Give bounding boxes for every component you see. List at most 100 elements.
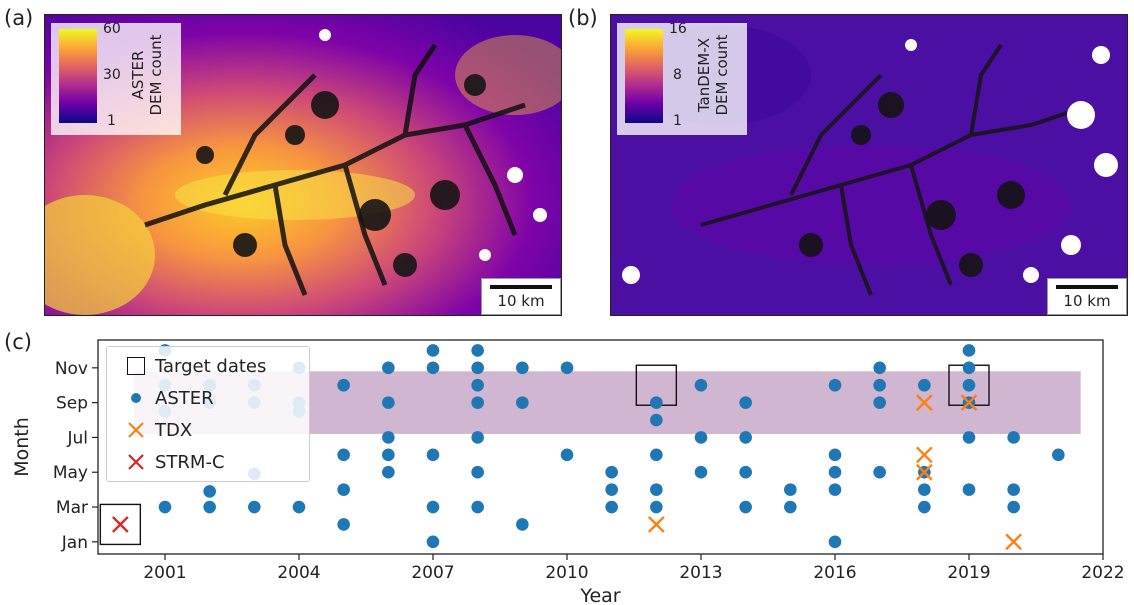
aster-scalebar: 10 km xyxy=(481,278,561,315)
aster-point xyxy=(471,396,484,409)
aster-point xyxy=(203,500,216,514)
aster-point xyxy=(694,378,708,392)
aster-point xyxy=(739,431,752,444)
aster-point xyxy=(426,500,440,514)
aster-point xyxy=(426,361,440,375)
aster-point xyxy=(739,396,752,409)
aster-point xyxy=(784,500,797,514)
aster-colorbar-tick-bottom: 1 xyxy=(107,113,116,129)
aster-point xyxy=(828,465,842,479)
y-tick-label: May xyxy=(53,463,88,483)
aster-point xyxy=(471,378,484,392)
aster-point xyxy=(873,465,886,479)
aster-point xyxy=(962,483,976,496)
aster-point xyxy=(203,485,216,498)
aster-point xyxy=(337,448,350,462)
aster-point xyxy=(962,378,976,392)
aster-point xyxy=(292,500,306,514)
x-tick-label: 2016 xyxy=(813,563,856,583)
aster-point xyxy=(560,361,574,375)
target-date-marker xyxy=(99,503,142,546)
tandemx-colorbar-tick-bottom: 1 xyxy=(673,113,682,129)
aster-point xyxy=(426,448,440,462)
y-tick-label: Nov xyxy=(55,359,88,379)
x-tick-label: 2013 xyxy=(679,563,722,583)
x-axis-label: Year xyxy=(579,585,620,605)
panel-a-label: (a) xyxy=(4,6,34,30)
aster-point xyxy=(873,378,886,392)
srtm-point xyxy=(111,516,129,533)
aster-point xyxy=(337,518,350,531)
cross-icon xyxy=(117,415,155,445)
tdx-point xyxy=(915,394,933,411)
aster-colorbar-tick-top: 60 xyxy=(103,21,121,37)
aster-point xyxy=(828,483,842,496)
aster-point xyxy=(828,448,842,462)
aster-point xyxy=(382,448,395,462)
tdx-point xyxy=(915,446,933,464)
aster-point xyxy=(382,431,395,444)
legend-item-tdx: TDX xyxy=(117,415,192,445)
aster-point xyxy=(516,396,529,409)
aster-point xyxy=(918,500,931,514)
tdx-point xyxy=(647,516,665,533)
square-icon xyxy=(117,351,155,381)
aster-point xyxy=(784,483,797,496)
plot-frame xyxy=(97,339,1104,555)
cross-icon xyxy=(117,447,155,477)
aster-point xyxy=(1007,431,1020,444)
aster-point xyxy=(248,500,261,514)
tandemx-colorbar-tick-mid: 8 xyxy=(673,67,682,83)
y-tick-label: Sep xyxy=(56,394,88,414)
aster-point xyxy=(382,465,395,479)
aster-point xyxy=(828,535,842,549)
aster-point xyxy=(158,500,172,514)
aster-point xyxy=(1052,448,1065,462)
tdx-point xyxy=(915,463,933,481)
y-tick-label: Jan xyxy=(61,533,88,553)
aster-point xyxy=(605,483,618,496)
tandemx-colorbar-box: 16 8 1 TanDEM-X DEM count xyxy=(617,21,747,135)
aster-point xyxy=(694,431,708,444)
aster-map-image xyxy=(45,15,561,315)
aster-dem-count-map: 60 30 1 ASTER DEM count 10 km xyxy=(44,14,562,316)
aster-point xyxy=(650,396,663,409)
aster-point xyxy=(918,483,931,496)
x-tick-label: 2004 xyxy=(277,563,320,583)
aster-point xyxy=(873,396,886,409)
aster-point xyxy=(426,535,440,549)
aster-point xyxy=(1007,483,1020,496)
aster-point xyxy=(382,396,395,409)
aster-point xyxy=(471,361,484,375)
aster-point xyxy=(962,344,976,357)
dot-icon xyxy=(117,383,155,413)
x-tick-label: 2007 xyxy=(411,563,454,583)
aster-point xyxy=(382,361,395,375)
aster-point xyxy=(918,378,931,392)
tandemx-scalebar: 10 km xyxy=(1047,278,1127,315)
aster-point xyxy=(739,465,752,479)
aster-point xyxy=(650,448,663,462)
aster-point xyxy=(650,483,663,496)
aster-colorbar xyxy=(59,29,97,123)
aster-point xyxy=(605,500,618,514)
aster-point xyxy=(739,500,752,514)
aster-point xyxy=(650,413,663,427)
aster-point xyxy=(1007,500,1020,514)
aster-point xyxy=(873,361,886,375)
aster-colorbar-box: 60 30 1 ASTER DEM count xyxy=(51,21,181,135)
y-axis-label: Month xyxy=(11,417,33,477)
x-tick-label: 2010 xyxy=(545,563,588,583)
aster-point xyxy=(337,378,350,392)
aster-point xyxy=(516,361,529,375)
aster-point xyxy=(337,483,350,496)
aster-point xyxy=(471,465,484,479)
chart-legend: Target dates ASTER TDX STRM-C xyxy=(106,346,310,482)
y-tick-label: Jul xyxy=(66,428,88,448)
tandemx-colorbar xyxy=(625,29,663,123)
x-tick-label: 2019 xyxy=(947,563,990,583)
x-tick-label: 2001 xyxy=(143,563,186,583)
aster-point xyxy=(650,500,663,514)
tandemx-colorbar-label: TanDEM-X DEM count xyxy=(695,34,731,116)
aster-point xyxy=(962,361,976,375)
